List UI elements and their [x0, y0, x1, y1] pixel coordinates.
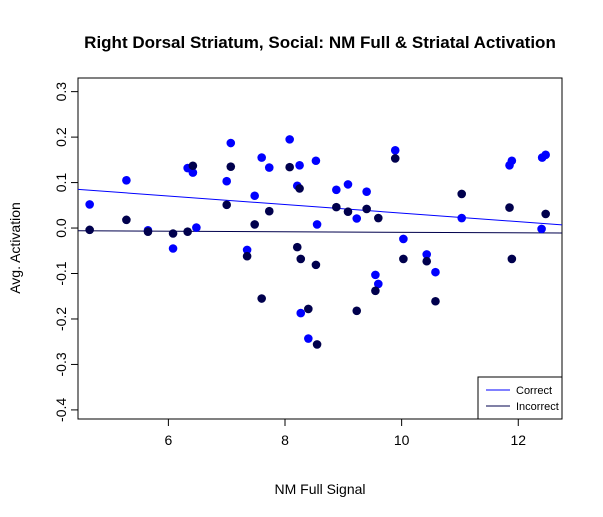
point-correct: [304, 334, 313, 343]
point-incorrect: [352, 306, 362, 316]
y-tick-label: 0.1: [53, 173, 69, 193]
trend-line-incorrect: [78, 230, 562, 234]
point-incorrect: [226, 162, 236, 171]
point-correct: [362, 187, 371, 196]
point-incorrect: [371, 286, 380, 296]
point-correct: [188, 168, 198, 177]
point-correct: [257, 153, 266, 162]
point-incorrect: [222, 200, 231, 210]
point-correct: [457, 213, 467, 223]
point-correct: [295, 160, 304, 170]
x-axis-label: NM Full Signal: [274, 481, 365, 497]
point-incorrect: [296, 254, 306, 264]
point-incorrect: [362, 204, 371, 214]
point-incorrect: [457, 189, 467, 199]
point-incorrect: [505, 203, 514, 212]
point-correct: [222, 176, 231, 186]
point-correct: [226, 138, 236, 148]
point-incorrect: [250, 220, 259, 229]
point-incorrect: [431, 296, 440, 306]
y-axis: -0.4 -0.3 -0.2 -0.1 0.0 0.1 0.2 0.3: [53, 82, 78, 422]
point-incorrect: [507, 254, 517, 264]
point-incorrect: [242, 251, 252, 261]
point-correct: [250, 191, 259, 201]
y-tick-label: 0.0: [53, 218, 69, 238]
plot-frame: [77, 77, 563, 420]
point-correct: [311, 156, 321, 166]
point-correct: [192, 223, 201, 232]
y-tick-label: 0.3: [53, 82, 69, 102]
point-incorrect: [143, 227, 153, 236]
point-correct: [422, 250, 432, 259]
point-correct: [312, 220, 322, 229]
point-correct: [242, 245, 252, 255]
point-correct: [431, 267, 440, 277]
legend-label-correct: Correct: [516, 385, 552, 397]
point-correct: [352, 214, 362, 223]
point-incorrect: [295, 184, 304, 193]
y-tick-label: -0.1: [53, 261, 69, 285]
point-incorrect: [292, 242, 302, 252]
point-correct: [264, 163, 274, 172]
point-correct: [168, 244, 178, 253]
y-tick-label: -0.3: [53, 352, 69, 376]
point-correct: [285, 135, 294, 144]
point-correct: [343, 180, 353, 189]
point-incorrect: [541, 209, 550, 219]
point-incorrect: [312, 340, 322, 349]
point-incorrect: [311, 260, 321, 270]
point-correct: [374, 279, 383, 289]
point-correct: [537, 224, 546, 234]
x-tick-label: 12: [510, 432, 526, 448]
point-incorrect: [183, 227, 192, 236]
legend: Correct Incorrect: [477, 376, 563, 420]
x-tick-label: 8: [281, 432, 289, 448]
y-axis-label: Avg. Activation: [7, 202, 23, 294]
trend-lines: [78, 188, 562, 234]
point-incorrect: [168, 229, 178, 238]
x-tick-label: 6: [164, 432, 172, 448]
point-incorrect: [304, 304, 313, 314]
point-correct: [507, 156, 517, 166]
y-tick-label: -0.4: [53, 398, 69, 422]
point-incorrect: [257, 294, 266, 303]
point-incorrect: [332, 202, 341, 212]
x-axis: 6 8 10 12: [164, 419, 526, 448]
trend-line-correct: [78, 188, 562, 226]
point-incorrect: [422, 256, 432, 266]
point-incorrect: [343, 207, 353, 216]
legend-box: [477, 376, 563, 420]
point-correct: [541, 150, 550, 160]
point-incorrect: [390, 154, 400, 163]
point-incorrect: [374, 213, 383, 223]
point-correct: [332, 185, 341, 195]
y-tick-label: -0.2: [53, 307, 69, 331]
point-incorrect: [188, 161, 198, 171]
chart-title: Right Dorsal Striatum, Social: NM Full &…: [84, 33, 556, 52]
point-correct: [371, 270, 380, 280]
point-incorrect: [399, 254, 408, 264]
point-incorrect: [285, 162, 294, 172]
point-correct: [122, 176, 131, 185]
point-correct: [390, 145, 400, 155]
point-correct: [85, 200, 94, 209]
point-incorrect: [264, 206, 274, 216]
point-incorrect: [85, 225, 94, 235]
x-tick-label: 10: [394, 432, 410, 448]
y-tick-label: 0.2: [53, 127, 69, 147]
point-incorrect: [122, 215, 131, 225]
point-correct: [296, 308, 306, 318]
point-correct: [399, 234, 408, 244]
data-points: [85, 135, 550, 349]
legend-label-incorrect: Incorrect: [516, 401, 559, 413]
